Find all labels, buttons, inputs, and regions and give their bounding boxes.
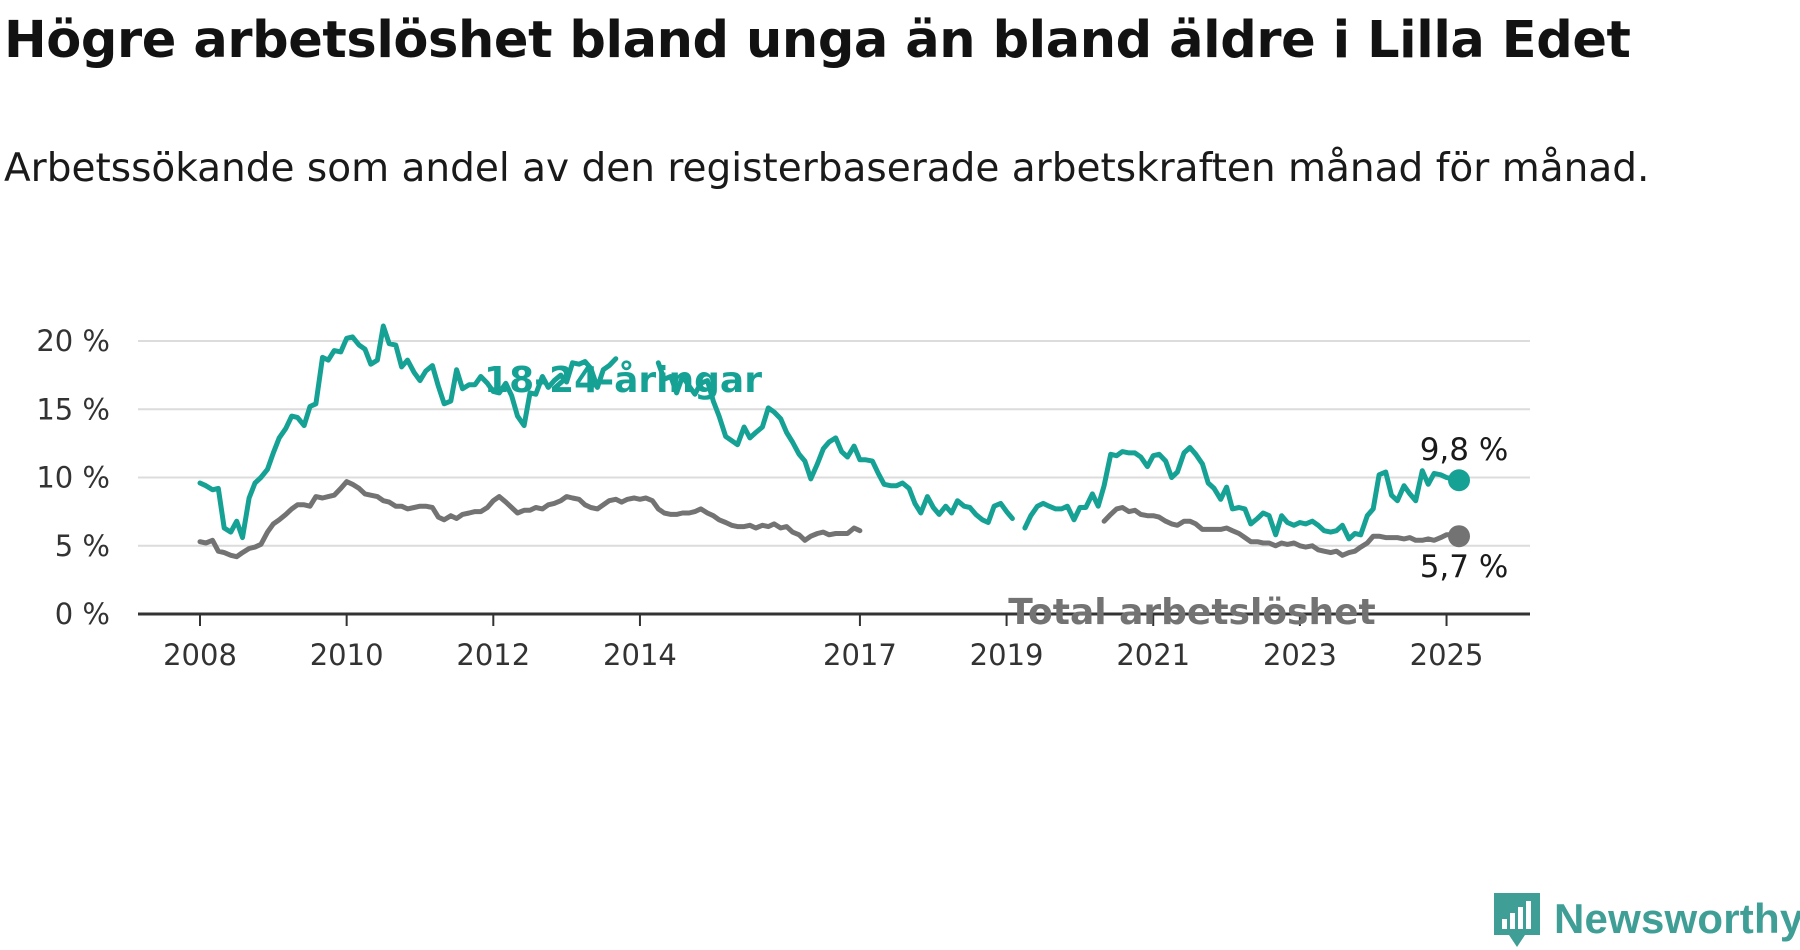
x-tick-label: 2008 bbox=[163, 638, 237, 672]
series-line-youth bbox=[197, 323, 619, 541]
end-label-total: 5,7 % bbox=[1420, 549, 1509, 585]
x-tick-label: 2023 bbox=[1263, 638, 1337, 672]
series-line-total bbox=[1101, 505, 1462, 558]
brand-logo[interactable]: Newsworthy bbox=[1492, 888, 1800, 950]
series-line-youth bbox=[655, 360, 1015, 525]
y-tick-label: 20 % bbox=[36, 324, 110, 358]
x-tick-label: 2021 bbox=[1116, 638, 1190, 672]
series-labels: 9,8 % 5,7 % 18-24-åringar Total arbetslöshe… bbox=[484, 360, 1508, 633]
x-tick-label: 2014 bbox=[603, 638, 677, 672]
series-label-total: Total arbetslöshet bbox=[1008, 592, 1376, 633]
brand-name: Newsworthy bbox=[1554, 895, 1800, 942]
chart-subtitle: Arbetssökande som andel av den registerb… bbox=[4, 146, 1650, 191]
x-tick-label: 2010 bbox=[310, 638, 384, 672]
x-tick-label: 2017 bbox=[823, 638, 897, 672]
series-lines bbox=[197, 323, 1470, 560]
y-tick-label: 0 % bbox=[55, 597, 110, 631]
newsworthy-logo-icon bbox=[1494, 893, 1540, 947]
axes: 0 % 5 % 10 % 15 % 20 % 2008 2010 2012 2014 2017 20… bbox=[36, 324, 1530, 672]
chart-title: Högre arbetslöshet bland unga än bland ä… bbox=[4, 11, 1631, 70]
series-line-total bbox=[197, 479, 863, 560]
x-tick-label: 2025 bbox=[1410, 638, 1484, 672]
series-line-youth bbox=[1022, 445, 1462, 542]
end-point-total bbox=[1448, 525, 1470, 548]
end-point-youth bbox=[1448, 469, 1470, 492]
y-tick-label: 15 % bbox=[36, 392, 110, 426]
gridlines bbox=[138, 340, 1530, 547]
x-tick-label: 2012 bbox=[456, 638, 530, 672]
y-tick-label: 5 % bbox=[55, 529, 110, 563]
series-label-youth: 18-24-åringar bbox=[484, 360, 762, 401]
end-label-youth: 9,8 % bbox=[1420, 432, 1509, 468]
y-tick-label: 10 % bbox=[36, 461, 110, 495]
x-tick-label: 2019 bbox=[970, 638, 1044, 672]
